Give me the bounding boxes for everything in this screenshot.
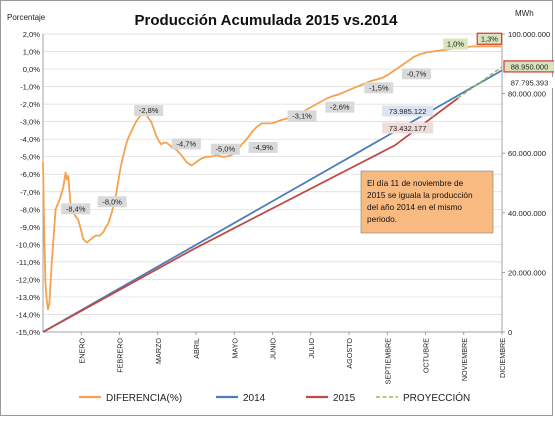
y-left-tick-label: 0,0% bbox=[23, 65, 41, 74]
series-line bbox=[42, 97, 459, 333]
x-tick-label: SEPTIEMBRE bbox=[383, 338, 392, 385]
legend-label: PROYECCIÓN bbox=[403, 391, 470, 404]
y-left-tick-label: -6,0% bbox=[20, 170, 40, 179]
annotation-line: El día 11 de noviembre de bbox=[367, 178, 464, 188]
percent-label: -2,8% bbox=[139, 106, 159, 115]
series-line bbox=[457, 66, 503, 99]
y-right-tick-label: 40.000.000 bbox=[508, 209, 546, 218]
value-label-box bbox=[382, 122, 434, 134]
percent-label: -8,0% bbox=[102, 197, 122, 206]
value-label: 73.985.122 bbox=[389, 107, 427, 116]
y-right-tick-label: 80.000.000 bbox=[508, 90, 546, 99]
series-line bbox=[42, 45, 502, 311]
percent-label-box bbox=[248, 141, 278, 153]
y-left-tick-label: -3,0% bbox=[20, 118, 40, 127]
annotation-line: periodo. bbox=[367, 214, 397, 224]
percent-label-box bbox=[134, 105, 164, 117]
y-left-tick-label: -9,0% bbox=[20, 223, 40, 232]
percent-label-box bbox=[443, 38, 468, 50]
annotation-note: El día 11 de noviembre de 2015 se iguala … bbox=[360, 170, 494, 234]
legend: DIFERENCIA(%) 2014 2015 PROYECCIÓN bbox=[79, 391, 470, 404]
y-right-tick-label: 20.000.000 bbox=[508, 268, 546, 277]
x-tick-label: OCTUBRE bbox=[422, 338, 431, 373]
value-label: 88.950.000 bbox=[511, 62, 549, 71]
y-left-tick-label: 1,0% bbox=[23, 48, 41, 57]
annotation-line: del año 2014 en el mismo bbox=[367, 202, 462, 212]
x-tick-label: FEBRERO bbox=[116, 338, 125, 373]
percent-label-box bbox=[97, 196, 127, 208]
percent-label: -2,6% bbox=[330, 103, 350, 112]
percent-label: -3,1% bbox=[292, 111, 312, 120]
percent-label: -4,7% bbox=[177, 139, 197, 148]
legend-label: DIFERENCIA(%) bbox=[106, 393, 182, 404]
x-tick-label: NOVIEMBRE bbox=[460, 338, 469, 381]
value-label-box bbox=[503, 60, 555, 73]
x-tick-label: ABRIL bbox=[192, 338, 201, 359]
y-right-tick-label: 60.000.000 bbox=[508, 149, 546, 158]
y-left-tick-label: -13,0% bbox=[16, 293, 40, 302]
data-labels: -8,4% -8,0% -2,8% -4,7% -5,0% -4,9% -3,1% -2,6%… bbox=[61, 32, 555, 215]
left-axis-label: Porcentaje bbox=[7, 13, 46, 22]
y-left-tick-label: 2,0% bbox=[23, 30, 41, 39]
right-axis-label: MWh bbox=[515, 9, 534, 18]
percent-label-box bbox=[61, 203, 91, 215]
x-tick-label: JUNIO bbox=[269, 338, 278, 360]
right-y-axis: 100.000.000 80.000.000 60.000.000 40.000.00… bbox=[502, 30, 550, 337]
y-right-tick-label: 0 bbox=[508, 328, 512, 337]
left-y-axis: 2,0% 1,0% 0,0% -1,0% -2,0% -3,0% -4,0% -5,0% -6,… bbox=[16, 30, 40, 337]
percent-label-box bbox=[325, 101, 355, 113]
y-left-tick-label: -5,0% bbox=[20, 153, 40, 162]
x-tick-label: ENERO bbox=[77, 338, 86, 364]
x-tick-label: JULIO bbox=[307, 338, 316, 359]
percent-label-box bbox=[364, 82, 394, 94]
percent-label-box bbox=[287, 110, 317, 122]
annotation-line: 2015 se iguala la producción bbox=[367, 190, 473, 200]
y-left-tick-label: -11,0% bbox=[17, 258, 41, 267]
percent-label: -8,4% bbox=[66, 204, 86, 213]
x-tick-label: AGOSTO bbox=[345, 338, 354, 369]
percent-label: -1,5% bbox=[369, 83, 389, 92]
y-left-tick-label: -10,0% bbox=[16, 240, 40, 249]
legend-label: 2014 bbox=[243, 393, 266, 404]
percent-label: -5,0% bbox=[216, 145, 236, 154]
y-left-tick-label: -2,0% bbox=[20, 100, 40, 109]
y-left-tick-label: -8,0% bbox=[20, 205, 40, 214]
chart-title: Producción Acumulada 2015 vs.2014 bbox=[135, 12, 399, 29]
legend-label: 2015 bbox=[333, 393, 356, 404]
value-label: 87.795.393 bbox=[511, 78, 549, 87]
percent-label: 1,3% bbox=[481, 34, 498, 43]
value-label-box bbox=[382, 105, 434, 117]
percent-label: -4,9% bbox=[253, 143, 273, 152]
percent-label-box bbox=[401, 68, 431, 80]
x-tick-label: MARZO bbox=[154, 338, 163, 364]
percent-label: 1,0% bbox=[447, 40, 464, 49]
annotation-box bbox=[360, 170, 494, 234]
percent-label-box bbox=[210, 143, 240, 155]
percent-label: -0,7% bbox=[407, 69, 427, 78]
y-left-tick-label: -1,0% bbox=[20, 83, 40, 92]
x-tick-label: MAYO bbox=[230, 338, 239, 359]
y-right-tick-label: 100.000.000 bbox=[508, 30, 550, 39]
x-tick-label: DICIEMBRE bbox=[498, 338, 507, 378]
y-left-tick-label: -14,0% bbox=[16, 310, 40, 319]
annotation-text: El día 11 de noviembre de 2015 se iguala … bbox=[367, 178, 473, 224]
value-label-box bbox=[504, 76, 555, 88]
percent-label-box bbox=[171, 138, 201, 150]
y-left-tick-label: -7,0% bbox=[20, 188, 40, 197]
y-left-tick-label: -4,0% bbox=[20, 135, 40, 144]
percent-label-box bbox=[476, 32, 503, 45]
x-axis: ENERO FEBRERO MARZO ABRIL MAYO JUNIO JULIO AGOS… bbox=[77, 332, 507, 384]
y-left-tick-label: -12,0% bbox=[16, 275, 40, 284]
value-label: 73.432.177 bbox=[389, 124, 427, 133]
y-left-tick-label: -15,0% bbox=[16, 328, 40, 337]
